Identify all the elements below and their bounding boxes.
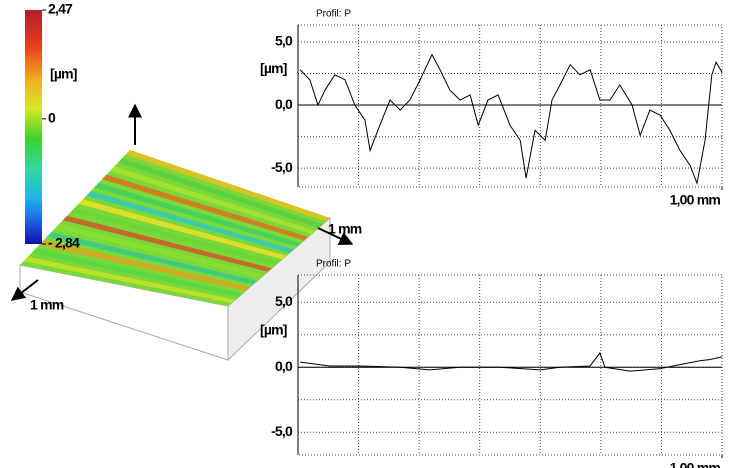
y-tick-label: -5,0 (271, 159, 293, 175)
y-label: [µm] (260, 321, 287, 337)
y-label: [µm] (260, 60, 287, 76)
colorbar-tick-label: 2,47 (48, 1, 73, 17)
x-tick-label: 1,00 mm (670, 460, 721, 468)
axis-label: 1 mm (328, 221, 362, 237)
plot-frame (297, 24, 723, 188)
chart-title: Profil: P (316, 259, 351, 270)
surface-stripe (31, 248, 243, 297)
surface-stripe (86, 191, 294, 253)
chart-title: Profil: P (316, 9, 351, 20)
surface-stripe (102, 174, 309, 241)
y-tick-label: 5,0 (275, 293, 293, 309)
surface-stripe (78, 199, 287, 260)
plot-frame (297, 274, 723, 456)
profile-line (299, 53, 723, 186)
y-tick-label: -5,0 (271, 423, 293, 439)
surface-stripe (125, 150, 330, 222)
x-arrow (317, 227, 354, 245)
colorbar (25, 10, 42, 244)
surface-stripe (70, 207, 279, 266)
axis-label: 1 mm (30, 297, 64, 313)
colorbar-tick-label: 0 (48, 110, 56, 126)
y-arrow (10, 279, 39, 301)
surface-plot (19, 150, 331, 362)
surface-stripe (47, 232, 258, 285)
surface-stripe (109, 166, 316, 235)
surface-stripe (39, 240, 250, 291)
surface-stripe (62, 215, 272, 272)
profile-line (300, 351, 723, 372)
x-tick-label: 1,00 mm (670, 192, 721, 208)
y-tick-label: 0,0 (275, 96, 293, 112)
y-tick-label: 5,0 (275, 33, 293, 49)
surface-stripe (117, 158, 323, 228)
y-tick-label: 0,0 (275, 358, 293, 374)
colorbar-tick-label: - 2,84 (48, 235, 80, 251)
surface-stripe (54, 223, 265, 279)
surface-stripe (23, 256, 236, 304)
surface-stripe (94, 182, 301, 247)
colorbar-label: [µm] (50, 66, 77, 82)
